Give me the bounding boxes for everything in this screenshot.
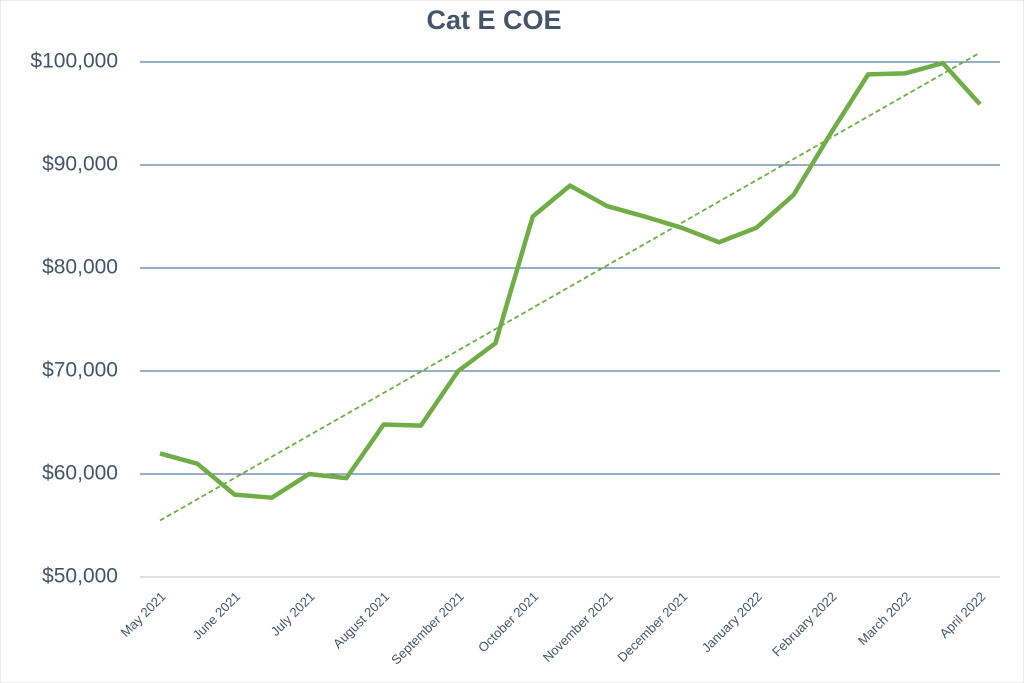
y-tick-label: $50,000 bbox=[42, 565, 118, 588]
y-tick-label: $90,000 bbox=[42, 153, 118, 176]
y-tick-label: $80,000 bbox=[42, 256, 118, 279]
y-tick-label: $100,000 bbox=[30, 50, 118, 73]
y-tick-label: $60,000 bbox=[42, 462, 118, 485]
chart-title: Cat E COE bbox=[426, 5, 561, 35]
y-tick-label: $70,000 bbox=[42, 359, 118, 382]
data-line bbox=[159, 60, 982, 500]
trendline bbox=[159, 51, 981, 522]
